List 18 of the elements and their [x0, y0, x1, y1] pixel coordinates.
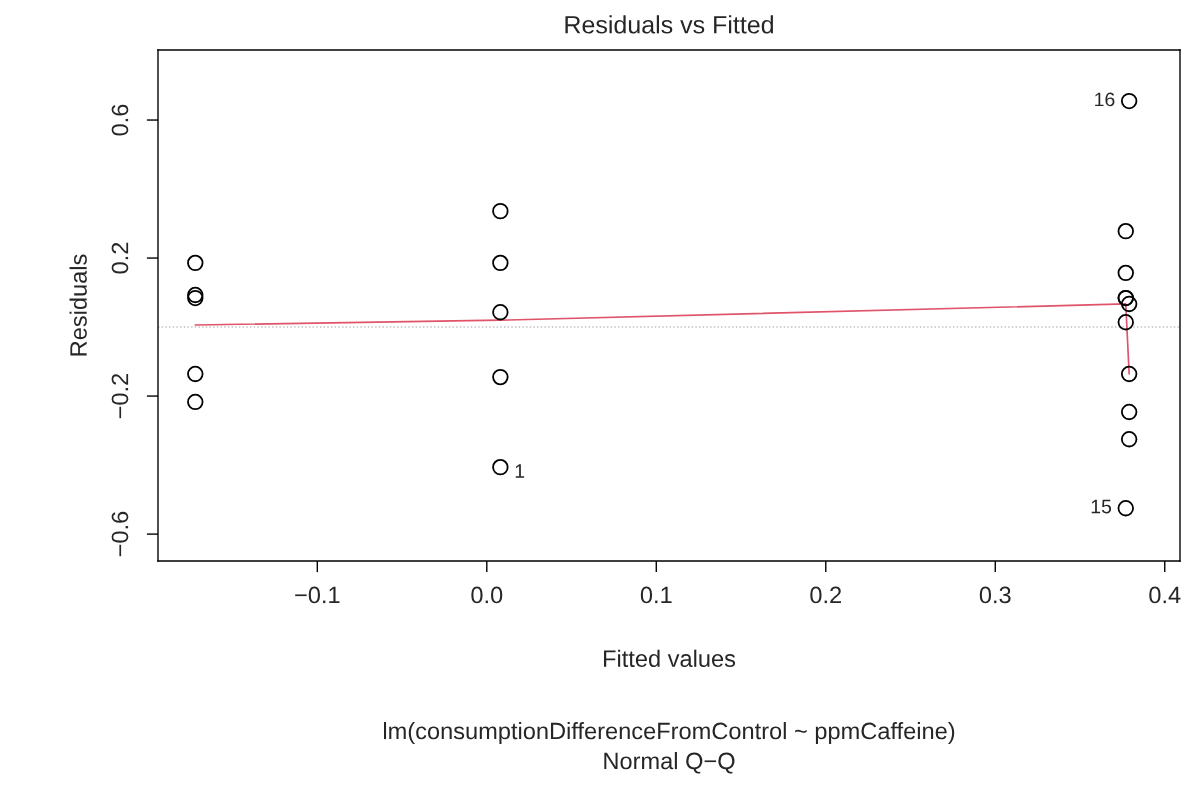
y-axis-title: Residuals	[69, 254, 87, 356]
text: lm(consumptionDifferenceFromControl ~ ppmCaffeine)	[383, 721, 955, 744]
text: Normal Q−Q	[604, 751, 735, 774]
annotation: 16	[1095, 92, 1115, 107]
x-tick-label: −0.1	[295, 586, 340, 604]
chart-title: Residuals vs Fitted	[565, 15, 773, 34]
y-tick-label: −0.2	[111, 373, 129, 419]
y-tick-label: 0.2	[111, 242, 129, 274]
x-tick-label: 0.1	[640, 586, 672, 604]
annotation: 1	[515, 464, 525, 478]
x-tick-label: 0.3	[979, 586, 1011, 604]
y-tick-label: 0.6	[111, 104, 129, 136]
y-tick-label: −0.6	[111, 511, 129, 557]
x-tick-label: 0.2	[810, 586, 841, 604]
text: 0.0	[471, 586, 503, 604]
annotation: 15	[1091, 499, 1112, 514]
x-axis-title: Fitted values	[604, 649, 736, 668]
x-tick-label: 0.4	[1149, 586, 1181, 604]
